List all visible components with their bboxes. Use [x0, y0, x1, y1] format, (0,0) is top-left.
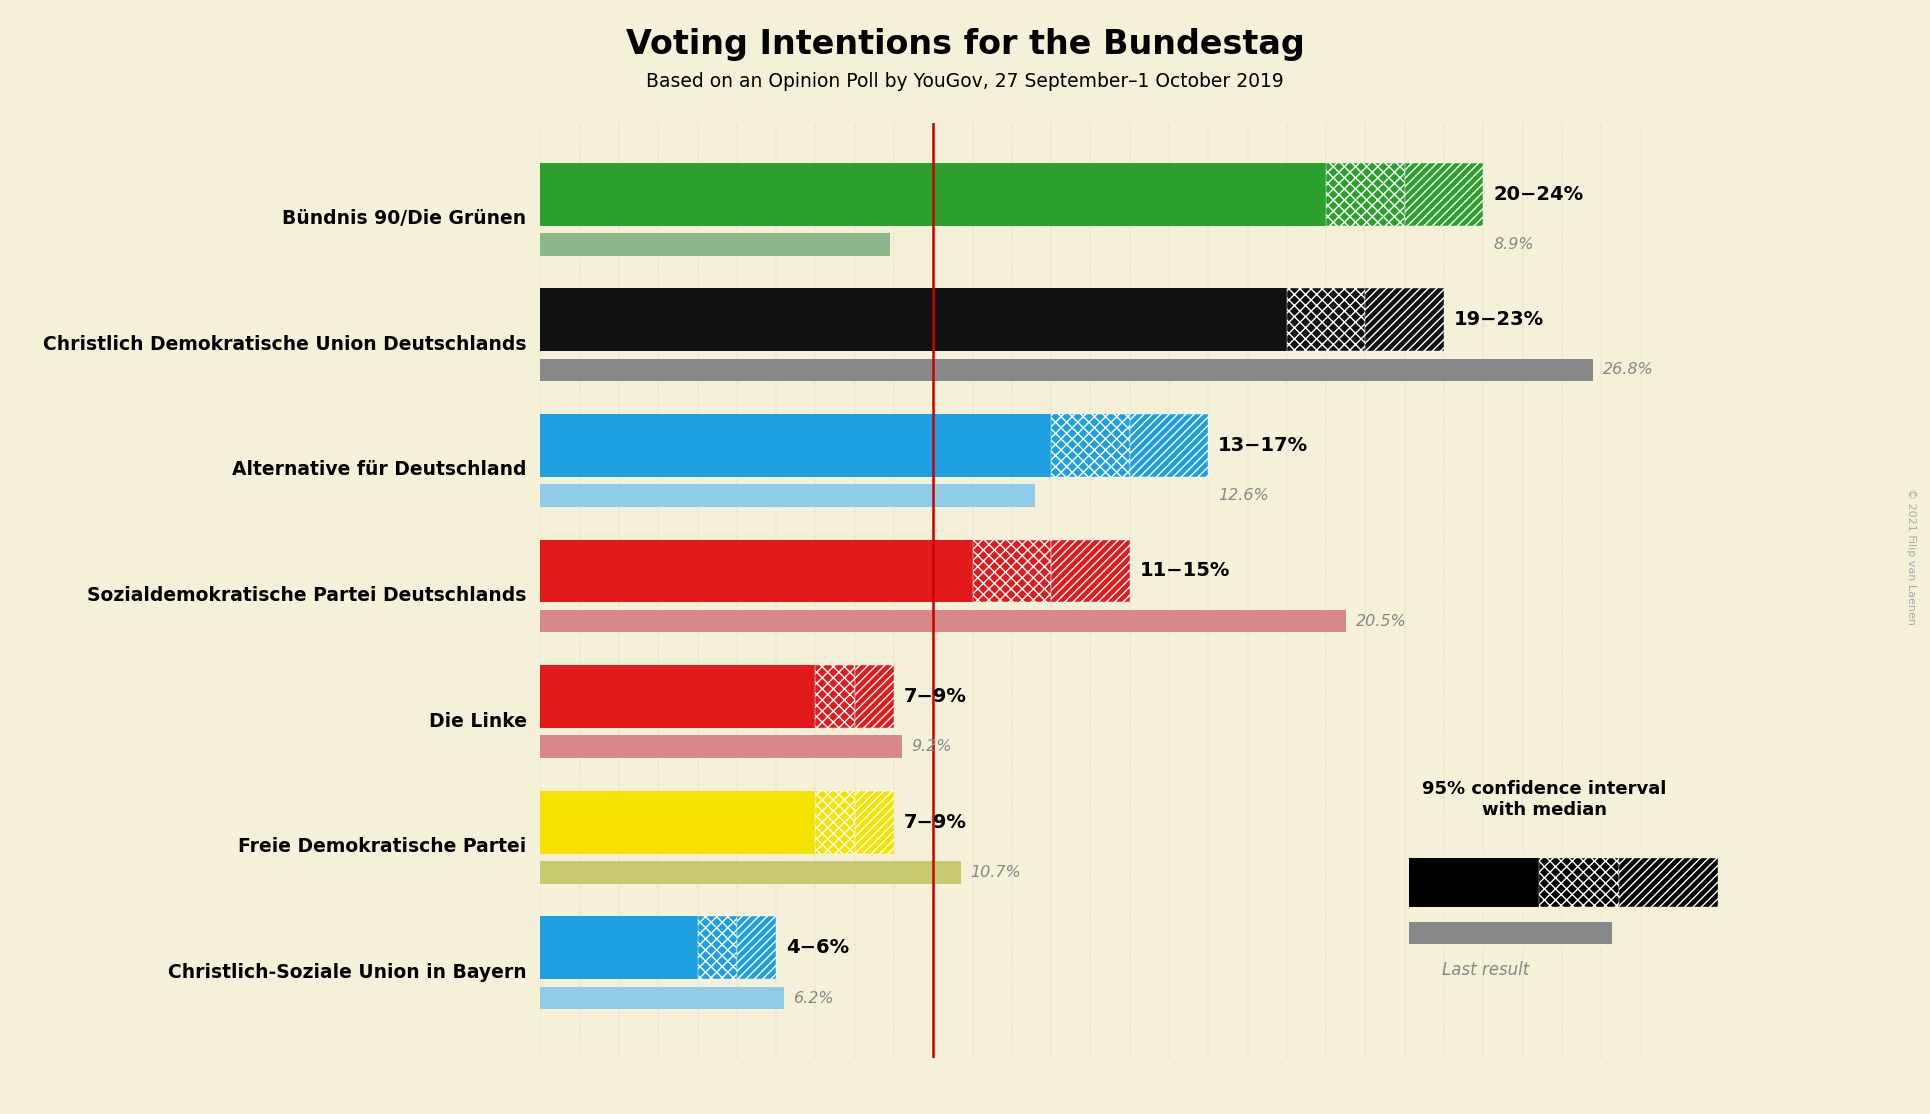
Bar	[540, 735, 901, 759]
Text: 9.2%: 9.2%	[911, 740, 951, 754]
Bar	[540, 163, 1326, 225]
Bar	[816, 665, 855, 727]
Bar	[540, 233, 890, 256]
Bar	[1052, 414, 1129, 477]
Text: © 2021 Filip van Laenen: © 2021 Filip van Laenen	[1905, 489, 1916, 625]
Bar	[540, 665, 816, 727]
Text: Based on an Opinion Poll by YouGov, 27 September–1 October 2019: Based on an Opinion Poll by YouGov, 27 S…	[647, 72, 1283, 91]
Bar	[540, 289, 1287, 351]
Bar	[1538, 858, 1619, 907]
Text: 11−15%: 11−15%	[1139, 561, 1229, 580]
Text: 20−24%: 20−24%	[1494, 185, 1583, 204]
Bar	[1365, 289, 1444, 351]
Text: 95% confidence interval
with median: 95% confidence interval with median	[1422, 780, 1666, 819]
Bar	[855, 665, 894, 727]
Text: 6.2%: 6.2%	[793, 990, 834, 1006]
Bar	[1409, 858, 1538, 907]
Bar	[855, 791, 894, 853]
Bar	[1326, 163, 1405, 225]
Bar	[540, 861, 961, 883]
Bar	[540, 917, 697, 979]
Bar	[1052, 539, 1129, 603]
Bar	[697, 917, 737, 979]
Text: 7−9%: 7−9%	[903, 687, 967, 706]
Text: 19−23%: 19−23%	[1453, 310, 1544, 330]
Text: 26.8%: 26.8%	[1604, 362, 1654, 378]
Bar	[540, 359, 1594, 381]
Text: 7−9%: 7−9%	[903, 812, 967, 832]
Bar	[540, 987, 784, 1009]
Text: Last result: Last result	[1442, 961, 1530, 979]
Text: Voting Intentions for the Bundestag: Voting Intentions for the Bundestag	[625, 28, 1305, 61]
Text: 12.6%: 12.6%	[1218, 488, 1268, 504]
Bar	[1405, 163, 1484, 225]
Bar	[540, 539, 973, 603]
Text: 4−6%: 4−6%	[786, 938, 849, 957]
Bar	[540, 609, 1345, 633]
Bar	[1619, 858, 1718, 907]
Bar	[540, 791, 816, 853]
Bar	[737, 917, 776, 979]
Text: 13−17%: 13−17%	[1218, 436, 1309, 455]
Bar	[540, 414, 1052, 477]
Bar	[973, 539, 1052, 603]
Text: 8.9%: 8.9%	[1494, 237, 1534, 252]
Bar	[1129, 414, 1208, 477]
Bar	[1409, 922, 1612, 944]
Text: 10.7%: 10.7%	[971, 864, 1021, 880]
Bar	[816, 791, 855, 853]
Bar	[1287, 289, 1366, 351]
Text: 20.5%: 20.5%	[1355, 614, 1407, 628]
Bar	[540, 485, 1036, 507]
